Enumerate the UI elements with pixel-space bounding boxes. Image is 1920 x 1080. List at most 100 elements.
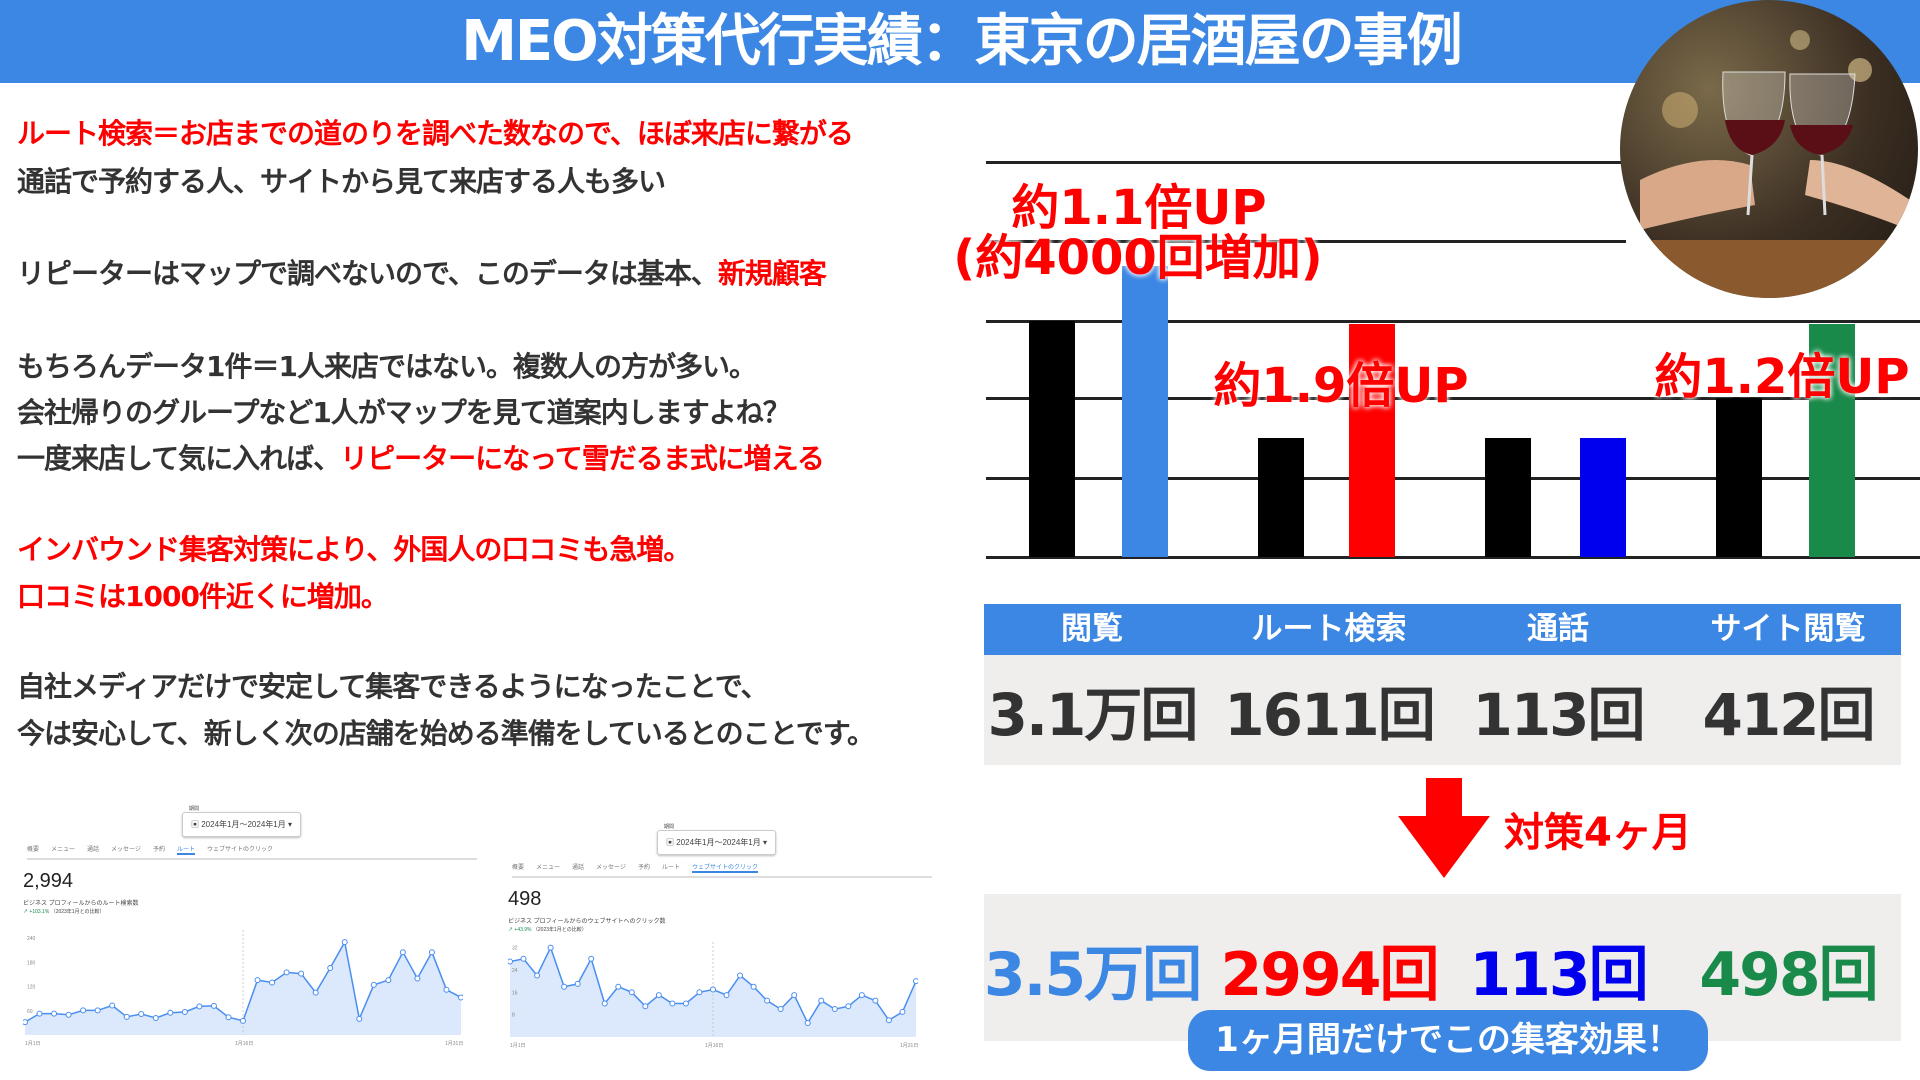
screenshot-tab: ルート — [176, 844, 195, 855]
data-point — [51, 1010, 58, 1017]
date-range-select: ▣ 2024年1月～2024年1月 ▾ 期間 — [657, 823, 776, 855]
data-point — [254, 977, 261, 984]
data-point — [858, 992, 865, 999]
data-point — [669, 1000, 676, 1007]
screenshot-tabs: 概要 メニュー 通話 メッセージ 予約 ルート ウェブサイトのクリック — [512, 862, 932, 878]
data-point — [458, 994, 463, 1001]
bar-after-0 — [1122, 266, 1168, 557]
bar-before-0 — [1029, 321, 1075, 557]
date-value: 2024年1月～2024年1月 — [676, 838, 761, 847]
bar-before-1 — [1258, 438, 1304, 557]
data-point — [167, 1009, 174, 1016]
metric-subtitle: ビジネス プロフィールからのルート検索数 — [23, 901, 139, 907]
calendar-icon: ▣ — [191, 820, 199, 829]
metric-change: +43.9% — [514, 927, 532, 933]
bar-after-1 — [1349, 324, 1395, 557]
screenshot-tab: 予約 — [152, 847, 165, 853]
date-label: 期間 — [189, 805, 200, 812]
text-segment: インバウンド集客対策により、外国人の口コミも急増。 — [17, 533, 691, 566]
text-segment: もちろんデータ1件＝1人来店ではない。複数人の方が多い。 — [17, 350, 757, 383]
after-value: 3.5万回 — [983, 940, 1202, 1010]
screenshot-tab: 概要 — [512, 865, 525, 871]
text-segment: 会社帰りのグループなど1人がマップを見て道案内しますよね？ — [17, 396, 791, 429]
screenshot-tab: 概要 — [27, 847, 40, 853]
data-point — [181, 1008, 188, 1015]
text-segment: 通話で予約する人、サイトから見て来店する人も多い — [17, 165, 666, 198]
data-point — [225, 1014, 232, 1021]
annotation-route: 約1.9倍UP — [1213, 358, 1469, 414]
y-tick: 240 — [27, 936, 36, 942]
text-line: 一度来店して気に入れば、リピーターになって雪だるま式に増える — [17, 437, 825, 477]
text-line: リピーターはマップで調べないので、このデータは基本、新規顧客 — [17, 252, 827, 292]
data-point — [80, 1007, 87, 1014]
before-value: 1611回 — [1224, 681, 1435, 749]
data-point — [791, 992, 798, 999]
y-tick: 24 — [512, 968, 518, 974]
gridline — [986, 477, 1920, 480]
data-point — [534, 972, 541, 979]
data-point — [283, 969, 290, 976]
data-point — [831, 1006, 838, 1013]
screenshot-tab: 通話 — [87, 847, 100, 853]
text-line: インバウンド集客対策により、外国人の口コミも急増。 — [17, 528, 691, 568]
text-line: ルート検索＝お店までの道のりを調べた数なので、ほぼ来店に繋がる — [17, 112, 854, 152]
data-point — [601, 1000, 608, 1007]
data-point — [845, 1003, 852, 1010]
y-tick: 16 — [512, 990, 518, 996]
x-tick: 1月1日 — [510, 1043, 526, 1049]
data-point — [94, 1007, 101, 1014]
data-point — [36, 1010, 43, 1017]
table-header-cell: 閲覧 — [1061, 611, 1123, 647]
gridline — [986, 161, 1626, 164]
screenshot-tabs: 概要 メニュー 通話 メッセージ 予約 ルート ウェブサイトのクリック — [27, 844, 477, 860]
annotation-views: 約1.1倍UP — [1011, 180, 1267, 236]
data-point — [269, 979, 276, 986]
data-point — [737, 972, 744, 979]
table-header-cell: サイト閲覧 — [1710, 611, 1866, 647]
data-point — [123, 1013, 130, 1020]
screenshot-tab: ルート — [661, 865, 680, 871]
screenshot-tab: 通話 — [572, 865, 585, 871]
page-title: MEO対策代行実績：東京の居酒屋の事例 — [461, 9, 1463, 74]
y-tick: 120 — [27, 985, 36, 991]
before-value: 412回 — [1702, 681, 1875, 749]
annotation-views-detail: (約4000回増加) — [953, 230, 1323, 286]
data-point — [655, 992, 662, 999]
text-line: 自社メディアだけで安定して集客できるようになったことで、 — [17, 665, 769, 705]
data-point — [764, 997, 771, 1004]
bar-after-2 — [1580, 438, 1626, 557]
data-point — [152, 1015, 159, 1022]
data-point — [561, 983, 568, 990]
text-segment: 今は安心して、新しく次の店舗を始める準備をしているとのことです。 — [17, 717, 875, 750]
after-value: 498回 — [1699, 940, 1878, 1010]
data-point — [443, 986, 450, 993]
metric-compare: （2023年1月との比較） — [50, 909, 105, 915]
before-value: 3.1万回 — [987, 681, 1199, 749]
metric-value: 498 — [508, 888, 542, 910]
data-point — [23, 1019, 28, 1026]
data-point — [520, 955, 527, 962]
data-point — [804, 1020, 811, 1027]
x-tick: 1月16日 — [705, 1043, 723, 1049]
data-point — [312, 989, 319, 996]
data-point — [628, 989, 635, 996]
data-point — [723, 992, 730, 999]
metric-subtitle: ビジネス プロフィールからのウェブサイトへのクリック数 — [508, 919, 666, 925]
period-label: 対策4ヶ月 — [1504, 810, 1692, 856]
calendar-icon: ▣ — [666, 838, 674, 847]
data-point — [414, 975, 421, 982]
arrow-down-icon — [1398, 778, 1490, 878]
screenshot-tab: メニュー — [536, 865, 561, 871]
text-segment: リピーターになって雪だるま式に増える — [340, 442, 825, 475]
data-point — [682, 1000, 689, 1007]
data-point — [777, 1006, 784, 1013]
table-header-cell: ルート検索 — [1251, 611, 1407, 647]
x-tick: 1月16日 — [235, 1041, 253, 1047]
trend-up-icon: ↗ — [23, 909, 29, 915]
text-line: 会社帰りのグループなど1人がマップを見て道案内しますよね？ — [17, 391, 791, 431]
metric-compare: （2023年1月との比較） — [532, 927, 587, 933]
data-point — [574, 980, 581, 987]
data-point — [298, 970, 305, 977]
bar-before-3 — [1716, 398, 1762, 557]
gridline — [986, 556, 1920, 559]
